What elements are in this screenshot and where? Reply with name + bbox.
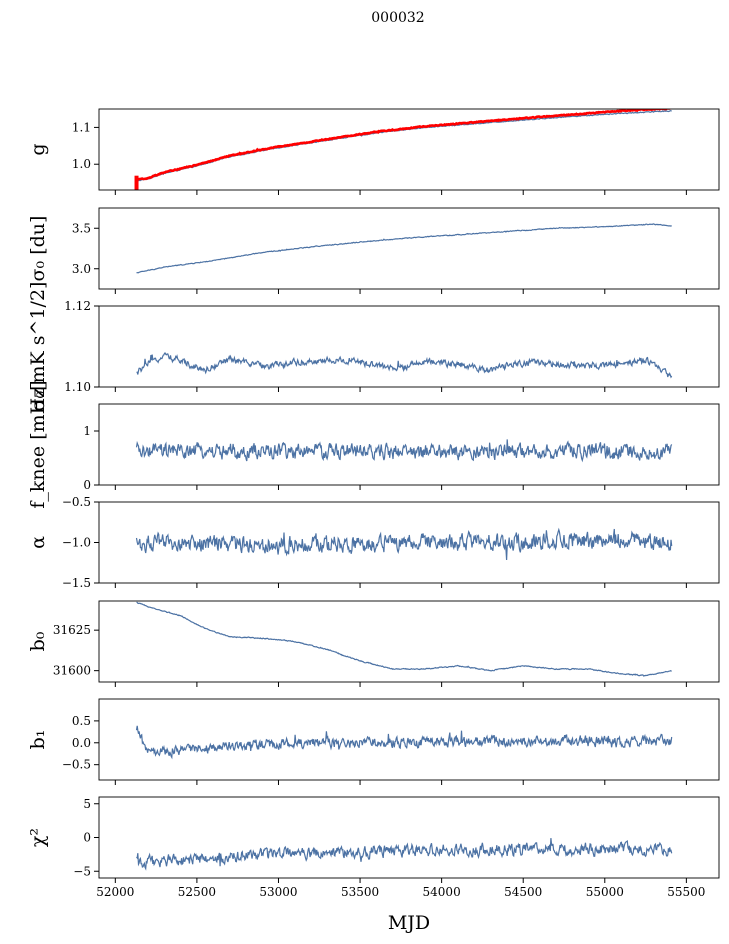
series-line-fknee-0 — [135, 439, 673, 463]
series-line-b0-0 — [136, 601, 672, 677]
y-axis-label-b1: b₁ — [27, 730, 49, 750]
y-tick-label: 1.0 — [72, 157, 91, 171]
panel-frame-chi2 — [98, 796, 720, 879]
x-tick-label: 55000 — [586, 885, 624, 899]
y-tick-label: 3.5 — [72, 221, 91, 235]
x-tick-label: 52500 — [178, 885, 216, 899]
series-line-chi2-0 — [136, 838, 673, 871]
panel-b0: 31600 31625 b₀ — [27, 600, 720, 687]
panel-frame-g — [98, 108, 720, 191]
panel-chi2: 52000 52500 53000 53500 54000 54500 55000 55500… — [27, 796, 720, 899]
panel-frame-sigma0_mk — [98, 305, 720, 388]
y-tick-label: 31600 — [53, 664, 91, 678]
y-tick-label: 0 — [83, 831, 91, 845]
x-tick-label: 54500 — [504, 885, 542, 899]
y-tick-label: 0 — [83, 478, 91, 492]
panel-frame-fknee — [98, 403, 720, 486]
y-tick-label: 0.5 — [72, 714, 91, 728]
panel-fknee: 0 1 f_knee [mHz] — [27, 380, 720, 509]
y-tick-label: 1.12 — [64, 299, 91, 313]
series-line-b1-0 — [135, 725, 673, 760]
y-axis-label-g: g — [27, 143, 49, 155]
y-tick-label: −1.5 — [62, 576, 91, 590]
y-tick-label: −0.5 — [62, 495, 91, 509]
figure-suptitle: 000032 — [371, 10, 424, 26]
x-tick-label: 54000 — [423, 885, 461, 899]
y-tick-label: 0.0 — [72, 736, 91, 750]
y-tick-label: 1.10 — [64, 380, 91, 394]
series-line-alpha-0 — [135, 527, 673, 561]
panel-frame-b0 — [98, 600, 720, 683]
y-tick-label: −1.0 — [62, 536, 91, 550]
x-axis-label: MJD — [388, 912, 430, 934]
y-tick-label: −5 — [73, 864, 91, 878]
panel-b1: −0.5 0.0 0.5 b₁ — [27, 698, 720, 785]
x-tick-label: 53500 — [341, 885, 379, 899]
y-tick-label: 1 — [83, 424, 91, 438]
x-tick-label: 55500 — [667, 885, 705, 899]
y-axis-label-chi2: χ² — [27, 828, 49, 847]
panel-sigma0_du: 3.0 3.5 σ₀ [du] — [27, 207, 720, 294]
panel-g: 1.0 1.1 g — [27, 108, 720, 195]
series-line-sigma0_mk-0 — [136, 352, 673, 379]
y-tick-label: 3.0 — [72, 262, 91, 276]
panel-frame-b1 — [98, 698, 720, 781]
panels: 1.0 1.1 g 3.0 3.5 σ₀ [du] 1.10 1.12 σ₀[mK s^1/2]… — [27, 108, 720, 899]
y-axis-label-b0: b₀ — [27, 631, 49, 651]
series-line-g-0 — [136, 110, 672, 182]
y-axis-label-sigma0_du: σ₀ [du] — [27, 216, 49, 282]
x-tick-label: 52000 — [96, 885, 134, 899]
y-tick-label: −0.5 — [62, 758, 91, 772]
series-line-sigma0_du-0 — [136, 223, 672, 274]
y-axis-label-alpha: α — [27, 536, 49, 549]
y-tick-label: 5 — [83, 797, 91, 811]
x-tick-label: 53000 — [259, 885, 297, 899]
y-tick-label: 1.1 — [72, 120, 91, 134]
series-line-g-1 — [136, 109, 672, 181]
panel-frame-sigma0_du — [98, 207, 720, 290]
y-axis-label-fknee: f_knee [mHz] — [27, 380, 49, 508]
panel-sigma0_mk: 1.10 1.12 σ₀[mK s^1/2] — [27, 282, 720, 412]
panel-alpha: −1.5 −1.0 −0.5 α — [27, 495, 720, 590]
y-axis-label-sigma0_mk: σ₀[mK s^1/2] — [27, 282, 49, 412]
y-tick-label: 31625 — [53, 623, 91, 637]
